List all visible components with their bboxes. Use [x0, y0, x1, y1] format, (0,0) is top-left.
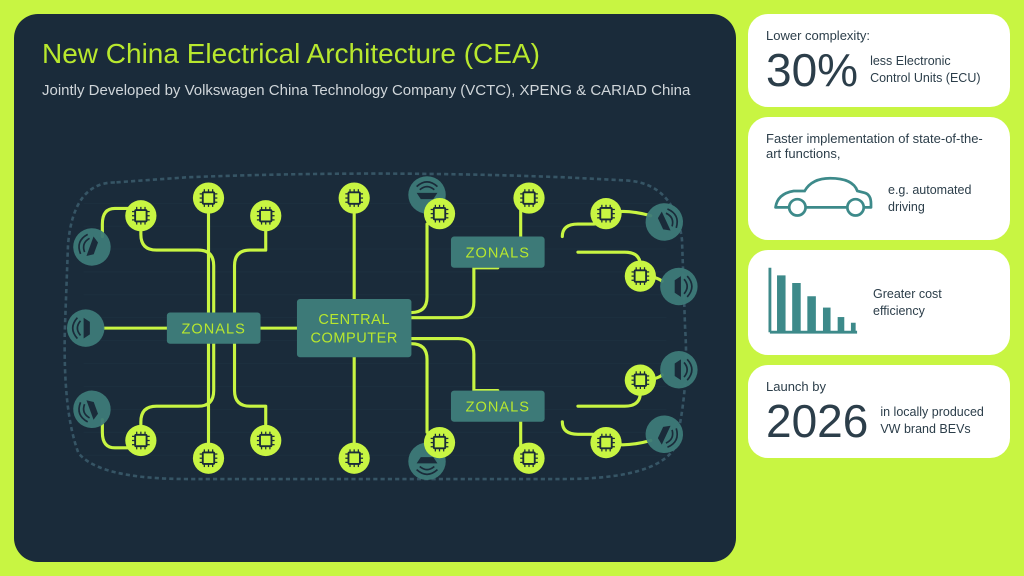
- sidebar: Lower complexity: 30% less Electronic Co…: [748, 14, 1010, 562]
- card-lead: Lower complexity:: [766, 28, 992, 43]
- card-launch: Launch by 2026 in locally produced VW br…: [748, 365, 1010, 458]
- card-desc: less Electronic Control Units (ECU): [870, 53, 992, 87]
- bars-icon: [766, 264, 861, 341]
- svg-text:ZONALS: ZONALS: [466, 399, 530, 415]
- svg-text:ZONALS: ZONALS: [181, 321, 245, 337]
- main-panel: New China Electrical Architecture (CEA) …: [14, 14, 736, 562]
- stat-30pct: 30%: [766, 47, 858, 93]
- svg-text:CENTRAL: CENTRAL: [318, 312, 390, 328]
- card-complexity: Lower complexity: 30% less Electronic Co…: [748, 14, 1010, 107]
- card-functions: Faster implementation of state-of-the-ar…: [748, 117, 1010, 240]
- card-desc: e.g. automated driving: [888, 182, 992, 216]
- architecture-diagram: ZONALS ZONALS ZONALS CENTRAL COMPUTER: [42, 118, 708, 538]
- stat-2026: 2026: [766, 398, 868, 444]
- car-icon: [766, 171, 876, 226]
- card-cost: Greater cost efficiency: [748, 250, 1010, 355]
- card-desc: in locally produced VW brand BEVs: [880, 404, 992, 438]
- card-lead: Faster implementation of state-of-the-ar…: [766, 131, 992, 161]
- svg-text:COMPUTER: COMPUTER: [310, 330, 397, 346]
- card-lead: Launch by: [766, 379, 992, 394]
- main-subtitle: Jointly Developed by Volkswagen China Te…: [42, 80, 708, 102]
- card-desc: Greater cost efficiency: [873, 286, 992, 320]
- main-title: New China Electrical Architecture (CEA): [42, 38, 708, 70]
- svg-text:ZONALS: ZONALS: [466, 245, 530, 261]
